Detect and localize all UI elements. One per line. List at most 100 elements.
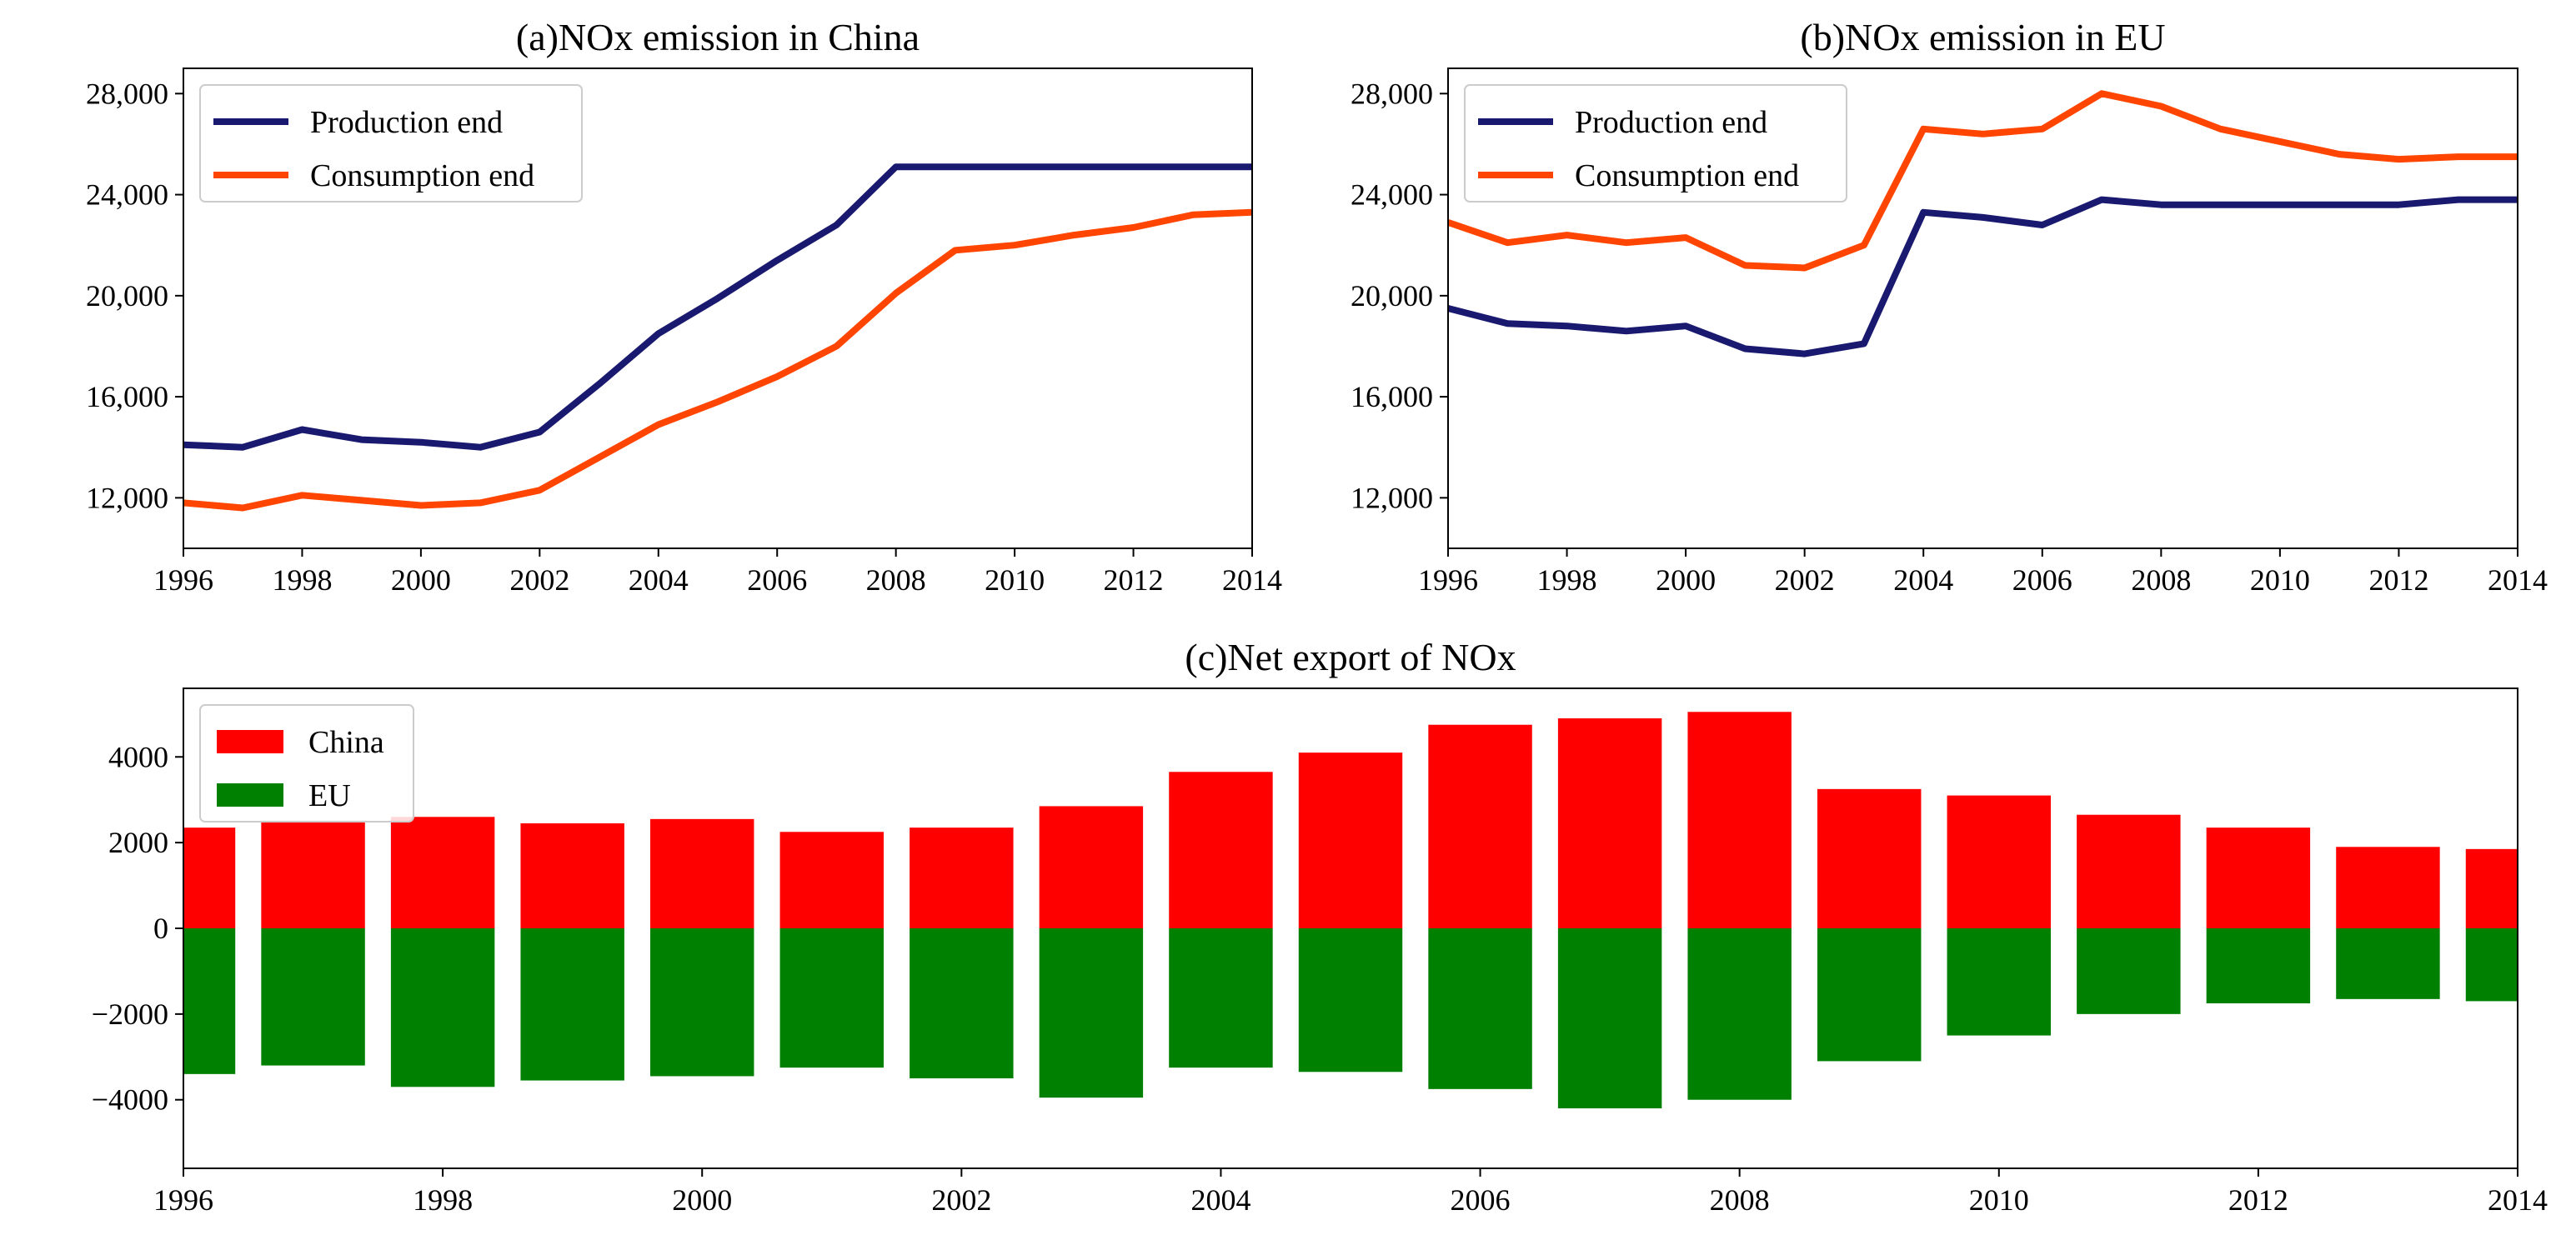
legend-box [199, 84, 583, 202]
bar-eu-1998 [390, 928, 495, 1088]
bar-china-2006 [1428, 724, 1532, 928]
line-production [1447, 196, 2518, 358]
bar-eu-2011 [2077, 928, 2181, 1014]
x-tick-label: 2004 [1190, 1183, 1250, 1217]
bar-eu-2006 [1428, 928, 1532, 1089]
legend-swatch-eu [217, 783, 283, 807]
x-tick-label: 2010 [1969, 1183, 2029, 1217]
x-tick-label: 2010 [985, 563, 1045, 597]
x-tick-label: 2010 [2250, 563, 2310, 597]
x-tick-label: 2012 [2368, 563, 2428, 597]
bar-china-2003 [1039, 806, 1144, 928]
bar-eu-2002 [910, 928, 1014, 1078]
y-tick-label: 28,000 [86, 77, 168, 110]
line-consumption [1446, 90, 2518, 272]
bar-china-2007 [1557, 718, 1662, 928]
x-tick-label: 2002 [509, 563, 569, 597]
x-tick-label: 2008 [866, 563, 926, 597]
bar-eu-2014 [2465, 928, 2518, 1002]
bar-china-1998 [390, 817, 495, 928]
bar-eu-2008 [1687, 928, 1792, 1100]
chart-title: (c)Net export of NOx [1185, 636, 1516, 678]
y-tick-label: 12,000 [1351, 481, 1433, 514]
legend-box [1464, 84, 1847, 202]
y-tick-label: 4000 [108, 740, 168, 773]
bar-china-2005 [1298, 752, 1403, 928]
chart-title: (b)NOx emission in EU [1800, 16, 2165, 58]
y-tick-label: 16,000 [1351, 380, 1433, 413]
y-tick-label: 28,000 [1351, 77, 1433, 110]
x-tick-label: 2000 [391, 563, 451, 597]
plot-frame [1447, 68, 2518, 549]
bar-china-2008 [1687, 712, 1792, 928]
bar-china-2010 [1947, 795, 2051, 928]
x-tick-label: 2006 [747, 563, 807, 597]
bar-eu-2004 [1169, 928, 1273, 1068]
bar-china-2012 [2206, 828, 2311, 928]
x-tick-label: 1996 [153, 1183, 213, 1217]
bar-china-2001 [779, 832, 884, 928]
y-tick-label: 0 [153, 912, 168, 945]
legend-label: EU [308, 778, 351, 813]
x-tick-label: 2006 [2012, 563, 2072, 597]
y-tick-label: 20,000 [1351, 279, 1433, 312]
x-tick-label: 2006 [1451, 1183, 1511, 1217]
y-tick-label: −2000 [92, 998, 168, 1031]
x-tick-label: 2008 [1710, 1183, 1770, 1217]
chart-title: (a)NOx emission in China [516, 16, 920, 58]
x-tick-label: 2004 [1893, 563, 1953, 597]
legend-label: China [308, 725, 384, 760]
bar-eu-1997 [261, 928, 365, 1066]
bar-eu-2007 [1557, 928, 1662, 1108]
line-consumption [183, 208, 1253, 512]
bar-china-1999 [520, 823, 624, 928]
bar-eu-2012 [2206, 928, 2311, 1003]
x-tick-label: 2012 [1104, 563, 1164, 597]
x-tick-label: 2000 [1656, 563, 1716, 597]
legend-label: Consumption end [1575, 158, 1799, 193]
y-tick-label: 20,000 [86, 279, 168, 312]
bars-group [183, 712, 2518, 1108]
y-tick-label: 16,000 [86, 380, 168, 413]
x-tick-label: 2014 [2488, 563, 2548, 597]
bar-china-2009 [1817, 788, 1922, 928]
legend-swatch-china [217, 730, 283, 753]
bar-eu-2001 [779, 928, 884, 1068]
y-tick-label: 2000 [108, 826, 168, 859]
bar-eu-1996 [183, 928, 236, 1074]
y-tick-label: 24,000 [1351, 178, 1433, 212]
x-tick-label: 2000 [672, 1183, 732, 1217]
legend-label: Consumption end [310, 158, 534, 193]
x-tick-label: 1998 [413, 1183, 473, 1217]
plot-frame [183, 68, 1253, 549]
x-tick-label: 2008 [2131, 563, 2191, 597]
x-tick-label: 2014 [1222, 563, 1282, 597]
bar-eu-2009 [1817, 928, 1922, 1062]
bar-eu-2013 [2336, 928, 2440, 999]
bar-china-2011 [2077, 814, 2181, 928]
x-tick-label: 2002 [931, 1183, 991, 1217]
bar-china-2013 [2336, 847, 2440, 928]
bar-china-1996 [183, 828, 236, 928]
y-tick-label: 24,000 [86, 178, 168, 212]
bar-china-2004 [1169, 772, 1273, 928]
x-tick-label: 1998 [272, 563, 332, 597]
x-tick-label: 2002 [1775, 563, 1835, 597]
x-tick-label: 1996 [153, 563, 213, 597]
legend-label: Production end [1575, 105, 1767, 140]
y-tick-label: 12,000 [86, 481, 168, 514]
legend-label: Production end [310, 105, 503, 140]
bar-china-1997 [261, 821, 365, 928]
bar-china-2014 [2465, 848, 2518, 928]
bar-eu-2003 [1039, 928, 1144, 1098]
bar-eu-2005 [1298, 928, 1403, 1072]
x-tick-label: 1996 [1418, 563, 1478, 597]
line-production [183, 163, 1252, 451]
china-emission-chart: (a)NOx emission in China 1996 1998 2000 2002… [86, 16, 1282, 597]
net-export-chart: (c)Net export of NOx 1996 1998 2000 2002 2004… [92, 636, 2548, 1217]
y-tick-label: −4000 [92, 1083, 168, 1117]
bar-eu-2010 [1947, 928, 2051, 1036]
bar-eu-1999 [520, 928, 624, 1081]
bar-china-2000 [650, 818, 754, 928]
